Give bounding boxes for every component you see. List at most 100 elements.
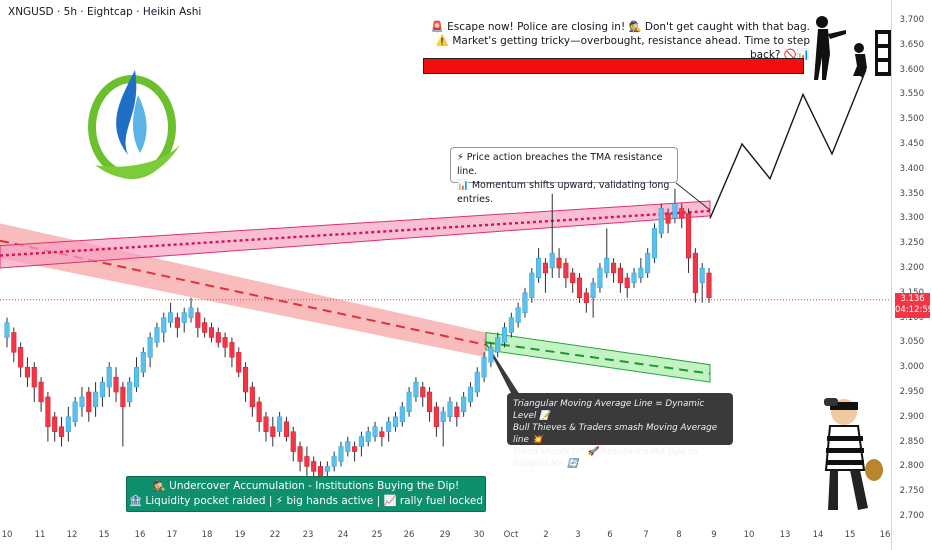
candle-body [604,257,610,274]
price-tick: 2.950 [899,387,924,397]
bull-candle [645,248,651,278]
candle-body [481,357,487,378]
candle-body [181,312,187,323]
bull-candle [127,377,133,407]
candle-body [529,272,535,299]
time-tick: 15 [844,530,856,540]
bear-candle [420,382,426,407]
time-tick: 24 [337,530,349,540]
bear-candle [692,248,698,303]
candle-body [706,272,712,299]
bear-candle [270,416,276,447]
bull-candle [65,406,71,442]
countdown-timer: 04:12:59 [895,305,932,315]
tma-callout-line2: 📊 Momentum shifts upward, validating lon… [457,180,670,205]
candle-body [311,461,317,472]
bear-candle [433,401,439,437]
price-tick: 3.400 [899,163,924,174]
bear-candle [18,342,24,378]
candle-body [127,381,133,403]
candle-body [352,446,358,452]
candle-body [433,406,439,427]
candle-body [304,456,310,467]
bull-candle [515,302,521,328]
candle-body [501,327,508,343]
candle-body [140,352,146,373]
bear-candle [174,312,180,338]
time-tick: 7 [643,530,649,540]
bear-candle [208,322,215,343]
bull-candle [590,277,596,318]
bull-candle [474,367,480,397]
accumulation-callout: 🕵️ Undercover Accumulation - Institution… [126,476,486,512]
candle-body [692,252,698,294]
time-tick: 12 [66,530,78,540]
candle-body [474,371,480,393]
candle-body [611,262,617,274]
time-tick: 14 [812,530,824,540]
bull-candle [399,401,405,427]
candle-body [542,262,548,274]
bear-candle [242,362,249,402]
price-tick: 3.650 [899,39,924,50]
candle-body [665,213,671,224]
candle-body [86,391,92,413]
candle-body [120,386,126,408]
candle-body [427,391,433,413]
bull-candle [461,392,467,417]
bear-candle [542,258,548,293]
candle-body [58,426,65,437]
time-tick: 3 [575,530,581,540]
bear-candle [45,392,51,442]
bear-candle [379,426,385,447]
candle-body [161,317,167,333]
resistance-tma-band [0,200,711,269]
bull-candle [488,342,494,368]
candle-body [283,421,289,437]
symbol-header[interactable]: XNGUSD · 5h · Eightcap · Heikin Ashi [8,6,202,18]
price-axis[interactable]: 3.700 3.650 3.600 3.550 3.500 3.450 3.400 3.350… [891,0,932,550]
bull-candle [651,223,658,264]
projection-path [709,69,867,219]
bear-candle [563,258,569,288]
bear-candle [263,411,269,442]
candle-body [624,277,630,289]
time-tick: 26 [403,530,415,540]
price-tick: 3.300 [899,213,924,224]
candle-body [358,436,364,447]
bear-candle [113,367,119,402]
bear-candle [249,382,255,417]
time-tick: Oct [503,530,519,540]
price-tick: 3.250 [899,238,924,249]
bear-candle [576,272,583,303]
time-tick: 15 [98,530,110,540]
bear-candle [570,268,576,293]
candle-body [106,366,112,388]
bull-candle [106,362,112,397]
bull-candle [658,203,664,239]
bull-candle [372,421,378,442]
candle-body [699,267,705,284]
candle-body [679,208,685,219]
bear-candle [624,272,630,298]
candle-body [331,456,337,467]
bull-candle [72,396,78,427]
tma-explanation-callout: Triangular Moving Average Line = Dynamic… [507,393,733,469]
time-tick: 18 [201,530,213,540]
time-tick: 11 [34,530,46,540]
bull-candle [392,411,399,432]
candle-body [631,272,637,284]
police-icon [814,16,846,80]
bear-candle [256,396,262,432]
bear-candle [215,327,221,348]
candle-body [202,322,208,333]
candle-body [447,401,453,418]
price-tick: 3.350 [899,188,924,199]
price-tick: 3.200 [899,263,924,273]
bull-candle [99,377,105,407]
price-tick: 3.000 [899,362,924,373]
bear-candle [38,377,44,412]
bull-candle [140,347,146,378]
candle-body [590,282,596,299]
